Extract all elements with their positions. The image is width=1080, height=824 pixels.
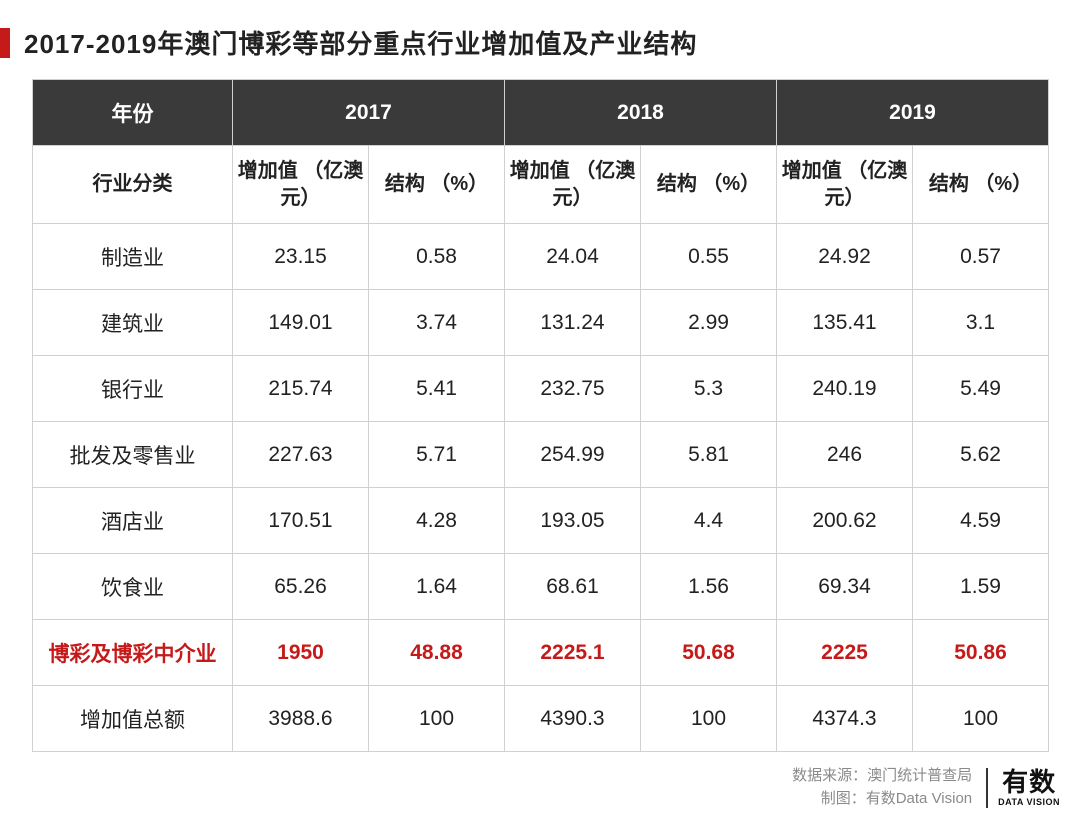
cell-value: 193.05 <box>505 488 641 554</box>
logo-en-text: DATA VISION <box>998 797 1060 807</box>
cell-value: 24.92 <box>777 224 913 290</box>
logo: 有数 DATA VISION <box>998 769 1060 807</box>
cell-value: 68.61 <box>505 554 641 620</box>
cell-value: 4374.3 <box>777 686 913 752</box>
header-col: 增加值 （亿澳元） <box>505 146 641 224</box>
table-row: 制造业23.150.5824.040.5524.920.57 <box>33 224 1049 290</box>
cell-value: 5.41 <box>369 356 505 422</box>
cell-value: 4.4 <box>641 488 777 554</box>
cell-value: 3.74 <box>369 290 505 356</box>
cell-value: 3.1 <box>913 290 1049 356</box>
header-col: 结构 （%） <box>641 146 777 224</box>
table-header-metrics: 行业分类 增加值 （亿澳元） 结构 （%） 增加值 （亿澳元） 结构 （%） 增… <box>33 146 1049 224</box>
cell-value: 1.56 <box>641 554 777 620</box>
header-industry-label: 行业分类 <box>33 146 233 224</box>
cell-value: 65.26 <box>233 554 369 620</box>
row-label: 制造业 <box>33 224 233 290</box>
cell-value: 170.51 <box>233 488 369 554</box>
cell-value: 254.99 <box>505 422 641 488</box>
table-header-years: 年份 2017 2018 2019 <box>33 80 1049 146</box>
row-label: 增加值总额 <box>33 686 233 752</box>
cell-value: 1.59 <box>913 554 1049 620</box>
cell-value: 135.41 <box>777 290 913 356</box>
cell-value: 4.59 <box>913 488 1049 554</box>
cell-value: 5.3 <box>641 356 777 422</box>
table-row: 建筑业149.013.74131.242.99135.413.1 <box>33 290 1049 356</box>
row-label: 酒店业 <box>33 488 233 554</box>
cell-value: 2225 <box>777 620 913 686</box>
footer-separator <box>986 768 988 808</box>
cell-value: 0.58 <box>369 224 505 290</box>
header-col: 结构 （%） <box>913 146 1049 224</box>
cell-value: 24.04 <box>505 224 641 290</box>
page-title: 2017-2019年澳门博彩等部分重点行业增加值及产业结构 <box>24 24 697 61</box>
row-label: 批发及零售业 <box>33 422 233 488</box>
cell-value: 100 <box>369 686 505 752</box>
cell-value: 2225.1 <box>505 620 641 686</box>
header-col: 结构 （%） <box>369 146 505 224</box>
table-row: 批发及零售业227.635.71254.995.812465.62 <box>33 422 1049 488</box>
row-label: 博彩及博彩中介业 <box>33 620 233 686</box>
header-year-2018: 2018 <box>505 80 777 146</box>
chart-value: 有数Data Vision <box>866 790 972 807</box>
header-year-2019: 2019 <box>777 80 1049 146</box>
header-year-label: 年份 <box>33 80 233 146</box>
cell-value: 5.49 <box>913 356 1049 422</box>
cell-value: 149.01 <box>233 290 369 356</box>
cell-value: 48.88 <box>369 620 505 686</box>
source-value: 澳门统计普查局 <box>867 767 972 784</box>
table-body: 制造业23.150.5824.040.5524.920.57建筑业149.013… <box>33 224 1049 752</box>
table-row: 增加值总额3988.61004390.31004374.3100 <box>33 686 1049 752</box>
cell-value: 200.62 <box>777 488 913 554</box>
row-label: 饮食业 <box>33 554 233 620</box>
cell-value: 240.19 <box>777 356 913 422</box>
title-accent-block <box>0 28 10 58</box>
title-bar: 2017-2019年澳门博彩等部分重点行业增加值及产业结构 <box>0 0 1080 79</box>
cell-value: 4.28 <box>369 488 505 554</box>
cell-value: 5.71 <box>369 422 505 488</box>
row-label: 银行业 <box>33 356 233 422</box>
header-col: 增加值 （亿澳元） <box>777 146 913 224</box>
cell-value: 2.99 <box>641 290 777 356</box>
cell-value: 100 <box>913 686 1049 752</box>
cell-value: 246 <box>777 422 913 488</box>
cell-value: 5.81 <box>641 422 777 488</box>
cell-value: 0.55 <box>641 224 777 290</box>
cell-value: 1.64 <box>369 554 505 620</box>
cell-value: 1950 <box>233 620 369 686</box>
cell-value: 232.75 <box>505 356 641 422</box>
cell-value: 100 <box>641 686 777 752</box>
table-row: 银行业215.745.41232.755.3240.195.49 <box>33 356 1049 422</box>
cell-value: 69.34 <box>777 554 913 620</box>
cell-value: 0.57 <box>913 224 1049 290</box>
table-row: 饮食业65.261.6468.611.5669.341.59 <box>33 554 1049 620</box>
header-col: 增加值 （亿澳元） <box>233 146 369 224</box>
header-year-2017: 2017 <box>233 80 505 146</box>
cell-value: 50.86 <box>913 620 1049 686</box>
cell-value: 5.62 <box>913 422 1049 488</box>
cell-value: 131.24 <box>505 290 641 356</box>
cell-value: 23.15 <box>233 224 369 290</box>
industry-table: 年份 2017 2018 2019 行业分类 增加值 （亿澳元） 结构 （%） … <box>32 79 1049 752</box>
table-row: 酒店业170.514.28193.054.4200.624.59 <box>33 488 1049 554</box>
source-label: 数据来源： <box>792 767 867 784</box>
cell-value: 4390.3 <box>505 686 641 752</box>
cell-value: 227.63 <box>233 422 369 488</box>
footer-credits: 数据来源：澳门统计普查局 制图：有数Data Vision <box>792 765 972 810</box>
footer: 数据来源：澳门统计普查局 制图：有数Data Vision 有数 DATA VI… <box>792 765 1060 810</box>
table-row: 博彩及博彩中介业195048.882225.150.68222550.86 <box>33 620 1049 686</box>
row-label: 建筑业 <box>33 290 233 356</box>
chart-label: 制图： <box>821 790 866 807</box>
logo-cn-text: 有数 <box>1002 769 1056 795</box>
cell-value: 50.68 <box>641 620 777 686</box>
cell-value: 215.74 <box>233 356 369 422</box>
cell-value: 3988.6 <box>233 686 369 752</box>
